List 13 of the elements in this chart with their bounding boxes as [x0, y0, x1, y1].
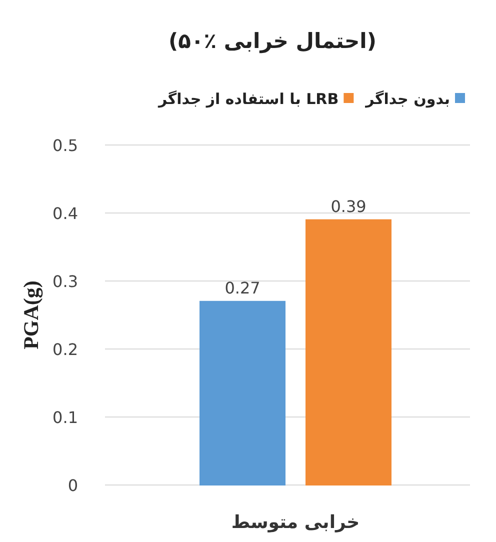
legend-label: با استفاده از جداگر LRB — [158, 90, 339, 108]
data-label: 0.39 — [330, 196, 366, 216]
legend-label: بدون جداگر — [364, 90, 450, 108]
y-axis-title: PGA(g) — [19, 280, 43, 350]
y-tick-label: 0.3 — [52, 272, 78, 291]
y-tick-label: 0 — [68, 476, 78, 495]
y-tick-label: 0.1 — [52, 408, 78, 427]
y-tick-label: 0.5 — [52, 136, 78, 155]
data-label: 0.27 — [224, 278, 260, 298]
y-tick-label: 0.4 — [52, 204, 78, 223]
y-tick-label: 0.2 — [52, 340, 78, 359]
chart-title: (۵۰٪ احتمال خرابی) — [168, 29, 376, 54]
x-tick-label: خرابی متوسط — [231, 512, 360, 533]
